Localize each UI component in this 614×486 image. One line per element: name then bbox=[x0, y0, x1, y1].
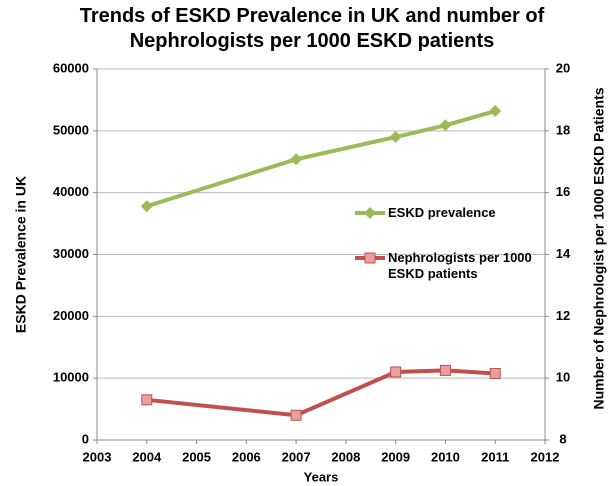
y-tick-label: 50000 bbox=[53, 122, 89, 137]
x-tick-label: 2011 bbox=[481, 449, 509, 464]
data-point bbox=[141, 394, 153, 406]
legend-marker bbox=[364, 252, 376, 264]
y-tick-label: 0 bbox=[82, 431, 89, 446]
data-point bbox=[290, 409, 302, 421]
data-point bbox=[489, 105, 502, 118]
data-point bbox=[389, 131, 402, 144]
x-tick-label: 2012 bbox=[531, 449, 560, 464]
y2-tick-label: 18 bbox=[556, 122, 570, 137]
y2-axis-label: Number of Nephrologist per 1000 ESKD Pat… bbox=[591, 87, 607, 409]
legend-label: Nephrologists per 1000 ESKD patients bbox=[388, 250, 532, 281]
x-tick-label: 2010 bbox=[431, 449, 460, 464]
y2-tick-label: 10 bbox=[556, 370, 570, 385]
x-tick-label: 2005 bbox=[182, 449, 211, 464]
x-tick-label: 2008 bbox=[331, 449, 360, 464]
y2-tick-label: 20 bbox=[556, 60, 570, 75]
legend-marker bbox=[364, 207, 376, 219]
data-point bbox=[489, 368, 501, 380]
data-point bbox=[390, 366, 402, 378]
y-tick-label: 20000 bbox=[53, 308, 89, 323]
series-line bbox=[146, 368, 496, 418]
y-tick-label: 60000 bbox=[53, 60, 89, 75]
data-point bbox=[290, 153, 303, 166]
x-tick-label: 2006 bbox=[232, 449, 261, 464]
y-axis-label: ESKD Prevalence in UK bbox=[13, 176, 29, 333]
y2-tick-label: 12 bbox=[556, 308, 570, 323]
y2-tick-label: 14 bbox=[556, 246, 571, 261]
data-point bbox=[439, 364, 451, 376]
data-point bbox=[140, 200, 153, 213]
y-tick-label: 40000 bbox=[53, 184, 89, 199]
y-tick-label: 30000 bbox=[53, 246, 89, 261]
chart-title: Trends of ESKD Prevalence in UK and numb… bbox=[79, 5, 545, 52]
y-tick-label: 10000 bbox=[53, 370, 89, 385]
data-point bbox=[439, 119, 452, 132]
y2-tick-label: 8 bbox=[559, 431, 566, 446]
x-tick-label: 2003 bbox=[83, 449, 112, 464]
x-tick-label: 2004 bbox=[132, 449, 162, 464]
legend-label: ESKD prevalence bbox=[388, 205, 496, 220]
x-tick-label: 2009 bbox=[381, 449, 410, 464]
x-tick-label: 2007 bbox=[282, 449, 311, 464]
y2-tick-label: 16 bbox=[556, 184, 570, 199]
x-axis-label: Years bbox=[304, 469, 339, 484]
